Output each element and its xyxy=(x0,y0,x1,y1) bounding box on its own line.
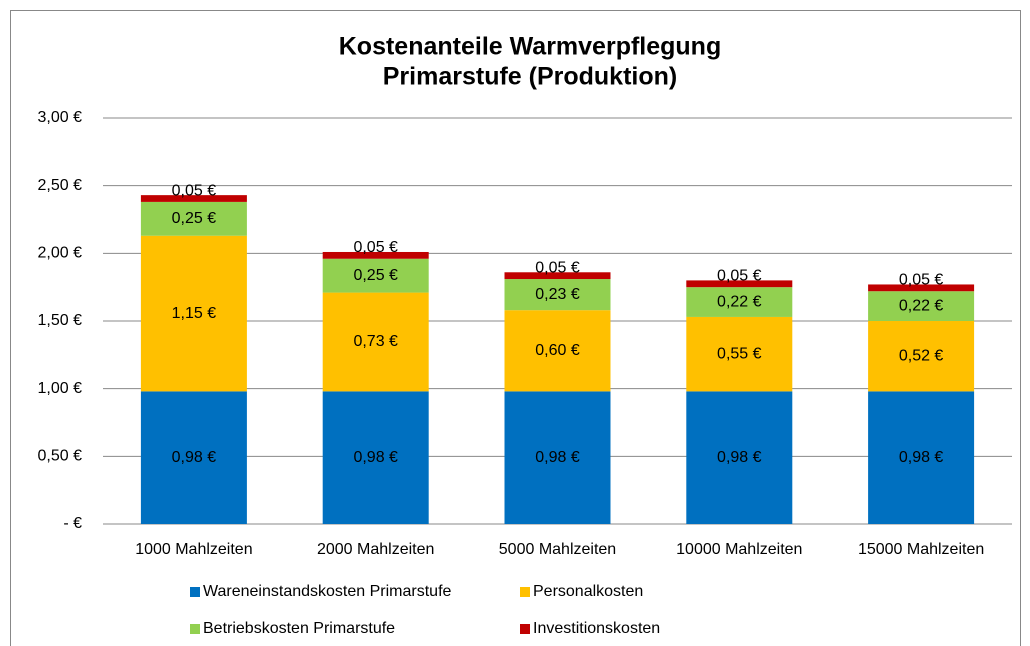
legend-label: Investitionskosten xyxy=(533,620,660,637)
bar-segment xyxy=(322,251,429,259)
bar-segment xyxy=(686,316,793,392)
data-label: 0,25 € xyxy=(172,210,217,227)
legend-swatch xyxy=(520,624,530,634)
data-label: 0,22 € xyxy=(717,293,762,310)
data-label: 0,23 € xyxy=(535,286,580,303)
x-tick-label: 2000 Mahlzeiten xyxy=(317,541,434,558)
y-tick-label: 1,00 € xyxy=(38,380,83,397)
x-tick-label: 10000 Mahlzeiten xyxy=(676,541,802,558)
x-tick-label: 5000 Mahlzeiten xyxy=(499,541,616,558)
data-label: 0,73 € xyxy=(353,333,398,350)
data-label: 0,98 € xyxy=(172,449,217,466)
data-label: 0,98 € xyxy=(717,449,762,466)
bar-segment xyxy=(686,280,793,288)
x-tick-label: 15000 Mahlzeiten xyxy=(858,541,984,558)
bar-segment xyxy=(504,279,611,311)
data-label: 0,52 € xyxy=(899,347,944,364)
chart-title: Primarstufe (Produktion) xyxy=(383,63,677,91)
legend-swatch xyxy=(520,587,530,597)
y-tick-label: - € xyxy=(63,515,82,532)
data-label: 0,98 € xyxy=(535,449,580,466)
data-label: 0,60 € xyxy=(535,342,580,359)
bar-segment xyxy=(868,321,975,392)
bar-segment xyxy=(140,235,247,392)
bar-segment xyxy=(504,391,611,524)
data-label: 0,05 € xyxy=(899,272,944,289)
bar-segment xyxy=(322,391,429,524)
y-tick-label: 2,00 € xyxy=(38,245,83,262)
bar-segment xyxy=(504,272,611,280)
data-label: 0,22 € xyxy=(899,297,944,314)
chart-title: Kostenanteile Warmverpflegung xyxy=(339,33,721,61)
bar-segment xyxy=(868,284,975,292)
y-tick-label: 2,50 € xyxy=(38,177,83,194)
bar-segment xyxy=(868,391,975,524)
data-label: 0,05 € xyxy=(172,182,217,199)
legend-label: Betriebskosten Primarstufe xyxy=(203,620,395,637)
x-tick-label: 1000 Mahlzeiten xyxy=(135,541,252,558)
data-label: 0,25 € xyxy=(353,267,398,284)
bar-segment xyxy=(686,287,793,317)
bar-segment xyxy=(140,201,247,236)
data-label: 0,98 € xyxy=(899,449,944,466)
data-label: 0,05 € xyxy=(717,268,762,285)
y-tick-label: 0,50 € xyxy=(38,448,83,465)
data-label: 0,98 € xyxy=(353,449,398,466)
data-label: 0,05 € xyxy=(535,259,580,276)
bar-segment xyxy=(686,391,793,524)
bar-segment xyxy=(140,391,247,524)
legend-swatch xyxy=(190,587,200,597)
y-tick-label: 1,50 € xyxy=(38,312,83,329)
data-label: 1,15 € xyxy=(172,305,217,322)
bar-segment xyxy=(322,292,429,392)
legend-label: Personalkosten xyxy=(533,583,643,600)
bar-segment xyxy=(868,291,975,321)
data-label: 0,55 € xyxy=(717,345,762,362)
bar-segment xyxy=(140,195,247,202)
y-tick-label: 3,00 € xyxy=(38,109,83,126)
bar-segment xyxy=(322,258,429,293)
bar-segment xyxy=(504,310,611,392)
legend-swatch xyxy=(190,624,200,634)
legend-label: Wareneinstandskosten Primarstufe xyxy=(203,583,452,600)
data-label: 0,05 € xyxy=(353,239,398,256)
